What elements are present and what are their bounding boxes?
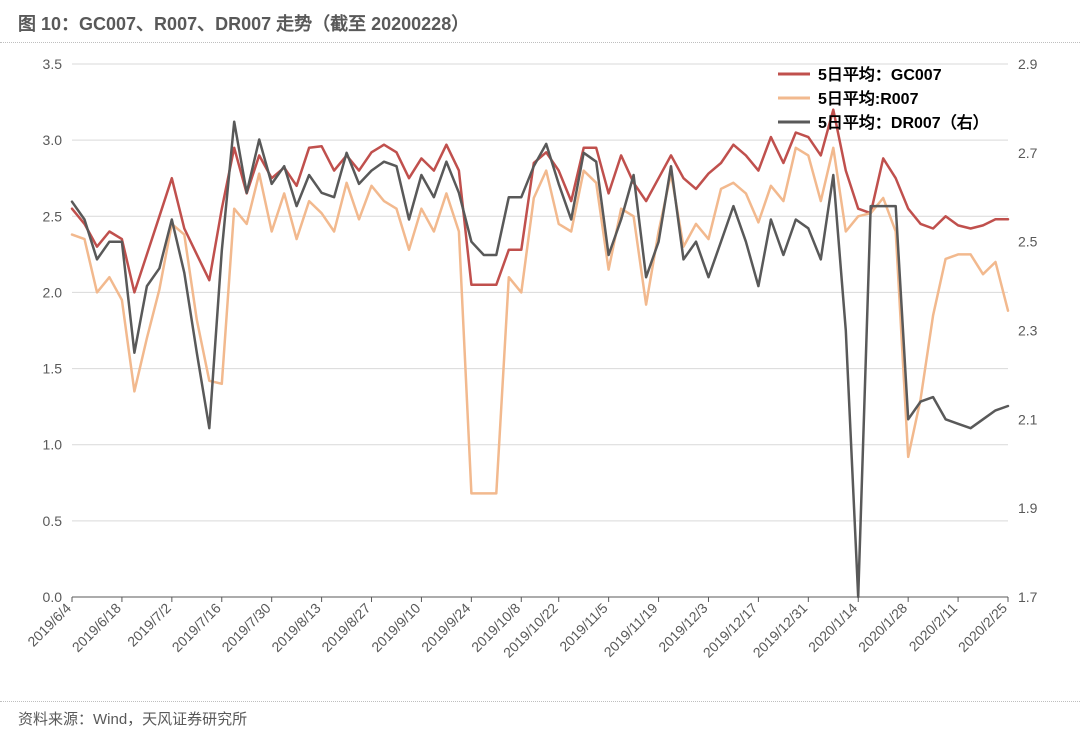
svg-text:2019/7/16: 2019/7/16 [169, 600, 225, 656]
svg-text:3.5: 3.5 [43, 56, 63, 72]
svg-text:5日平均：DR007（右）: 5日平均：DR007（右） [818, 113, 989, 132]
svg-text:2.7: 2.7 [1018, 145, 1038, 161]
svg-text:1.5: 1.5 [43, 361, 63, 377]
svg-text:2019/6/18: 2019/6/18 [69, 600, 125, 656]
plot-area: 0.00.51.01.52.02.53.03.51.71.92.12.32.52… [20, 48, 1060, 697]
svg-text:1.7: 1.7 [1018, 589, 1038, 605]
svg-text:5日平均:R007: 5日平均:R007 [818, 89, 919, 108]
svg-text:2019/12/31: 2019/12/31 [750, 600, 811, 661]
svg-text:2.9: 2.9 [1018, 56, 1038, 72]
chart-title: 图 10：GC007、R007、DR007 走势（截至 20200228） [0, 0, 1080, 43]
svg-text:2019/9/10: 2019/9/10 [368, 600, 424, 656]
svg-text:2.1: 2.1 [1018, 411, 1038, 427]
svg-text:1.0: 1.0 [43, 437, 63, 453]
chart-source: 资料来源：Wind，天风证券研究所 [0, 701, 1080, 735]
svg-text:2020/1/14: 2020/1/14 [805, 600, 861, 656]
svg-text:2019/6/4: 2019/6/4 [24, 600, 74, 650]
line-chart-svg: 0.00.51.01.52.02.53.03.51.71.92.12.32.52… [20, 48, 1060, 697]
svg-text:2019/9/24: 2019/9/24 [418, 600, 474, 656]
svg-text:1.9: 1.9 [1018, 500, 1038, 516]
svg-text:2019/8/27: 2019/8/27 [318, 600, 374, 656]
svg-text:2020/2/25: 2020/2/25 [955, 600, 1011, 656]
svg-text:2.5: 2.5 [43, 208, 63, 224]
svg-text:3.0: 3.0 [43, 132, 63, 148]
svg-text:2019/7/30: 2019/7/30 [218, 600, 274, 656]
svg-text:2019/7/2: 2019/7/2 [124, 600, 174, 650]
svg-text:2.5: 2.5 [1018, 234, 1038, 250]
svg-text:2020/2/11: 2020/2/11 [906, 600, 961, 655]
svg-text:2.0: 2.0 [43, 284, 63, 300]
svg-text:2.3: 2.3 [1018, 323, 1038, 339]
svg-text:2019/8/13: 2019/8/13 [268, 600, 324, 656]
svg-text:0.5: 0.5 [43, 513, 63, 529]
svg-text:5日平均：GC007: 5日平均：GC007 [818, 65, 942, 84]
chart-container: 图 10：GC007、R007、DR007 走势（截至 20200228） 0.… [0, 0, 1080, 741]
svg-text:2019/11/19: 2019/11/19 [601, 600, 661, 660]
svg-text:2020/1/28: 2020/1/28 [855, 600, 911, 656]
